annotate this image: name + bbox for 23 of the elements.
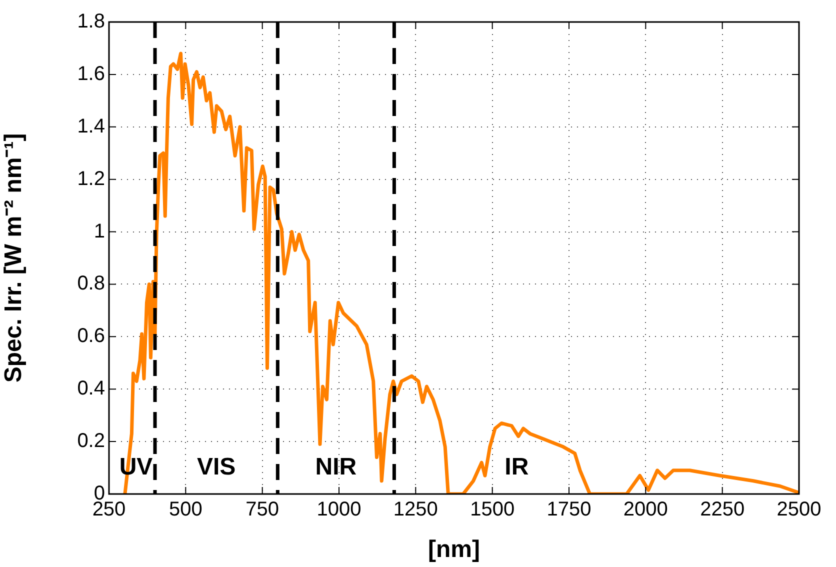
x-tick-label: 2250	[700, 498, 745, 521]
y-tick-label: 0.2	[77, 430, 105, 452]
annotation: NIR	[315, 454, 357, 481]
annotation: VIS	[196, 454, 236, 481]
y-tick-label: 1.4	[77, 115, 105, 138]
y-tick-label: 1.6	[77, 62, 105, 85]
y-axis-title: Spec. Irr. [W m⁻² nm⁻¹]	[0, 133, 28, 383]
x-tick-label: 1000	[316, 498, 362, 521]
x-tick-label: 2000	[623, 498, 668, 521]
y-tick-label: 1.2	[77, 168, 105, 190]
y-tick-label: 1.8	[77, 10, 105, 33]
x-tick-label: 2500	[776, 498, 822, 521]
x-tick-label: 1750	[546, 498, 592, 521]
x-tick-label: 1250	[393, 498, 438, 521]
y-tick-label: 1	[94, 220, 105, 242]
y-tick-label: 0.4	[77, 378, 105, 400]
x-axis-title: [nm]	[428, 536, 480, 564]
y-tick-label: 0.8	[77, 272, 105, 295]
x-tick-label: 500	[168, 498, 202, 521]
annotation: IR	[504, 454, 529, 481]
y-tick-label: 0.6	[77, 325, 105, 348]
x-tick-label: 1500	[470, 498, 515, 521]
x-tick-label: 750	[246, 498, 280, 521]
